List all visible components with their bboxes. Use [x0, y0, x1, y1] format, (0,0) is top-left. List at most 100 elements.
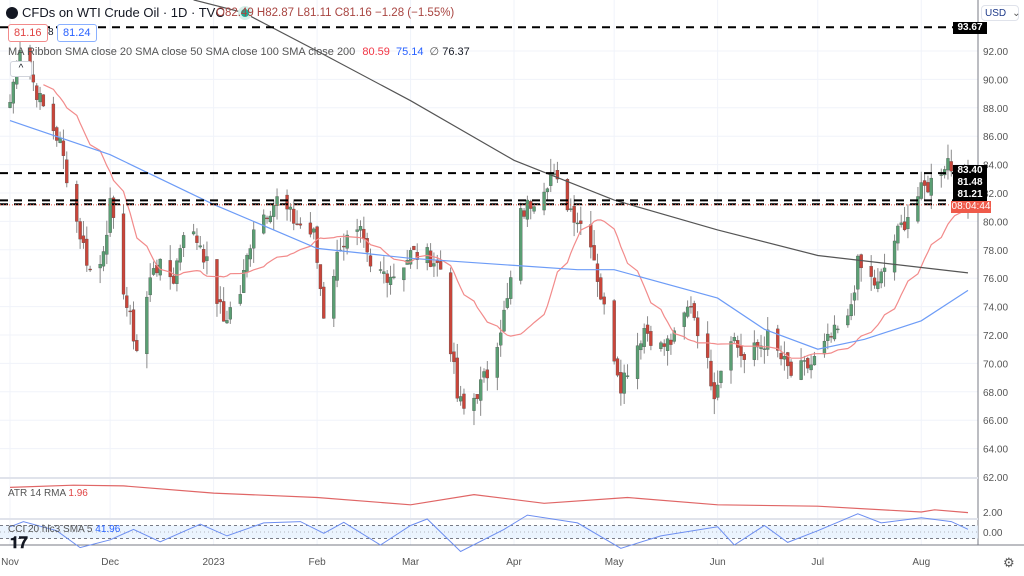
candle-body [482, 371, 486, 378]
candle [849, 293, 853, 321]
candle-body [709, 360, 713, 387]
candle-body [408, 250, 413, 265]
candle [218, 286, 222, 314]
candle-body [298, 223, 303, 226]
candle [385, 270, 389, 298]
candle-body [205, 256, 209, 261]
candle [448, 267, 453, 362]
candle [85, 226, 89, 272]
price-tick-label: 82.00 [983, 189, 1008, 200]
atr-label: ATR 14 RMA [8, 488, 66, 499]
candle-body [659, 342, 663, 349]
candle [462, 388, 466, 415]
collapse-legend-button[interactable]: ^ [10, 61, 32, 77]
candle [472, 393, 476, 426]
candle-body [412, 245, 416, 250]
candle [201, 244, 206, 269]
candle-body [388, 276, 393, 285]
candle [869, 255, 873, 291]
candle-body [345, 234, 349, 249]
candle-body [8, 102, 12, 108]
candle [191, 223, 196, 236]
candle [245, 253, 249, 278]
candle [415, 243, 419, 270]
candle [555, 161, 560, 183]
candle [509, 270, 513, 305]
tradingview-logo[interactable]: 𝟏𝟕 [10, 535, 28, 552]
candle [308, 212, 313, 238]
candle-body [151, 268, 156, 275]
candle-body [665, 338, 670, 351]
candle-body [856, 255, 860, 290]
candle-body [158, 258, 162, 276]
candle-body [201, 249, 206, 263]
candle [622, 364, 626, 405]
candle [922, 172, 927, 201]
candle-body [929, 177, 933, 196]
candle [859, 253, 863, 282]
candle [412, 245, 416, 251]
candle [479, 366, 483, 416]
candle-body [876, 281, 880, 289]
candle [685, 300, 690, 319]
ma-ribbon-legend[interactable]: MA Ribbon SMA close 20 SMA close 50 SMA … [8, 45, 470, 58]
candle-body [869, 266, 873, 277]
candle [879, 268, 883, 289]
candle [799, 348, 803, 381]
candle-body [218, 299, 222, 303]
sell-price-button[interactable]: 81.16 [8, 24, 48, 42]
candle [615, 356, 620, 378]
candle-body [125, 295, 129, 308]
candle [268, 210, 273, 224]
candle-body [739, 345, 743, 357]
symbol-legend[interactable]: CFDs on WTI Crude Oil · 1D · TVC [6, 5, 249, 20]
cci-legend[interactable]: CCI 20 hlc3 SMA 5 41.96 [8, 524, 120, 535]
candle-body [809, 364, 813, 371]
candle-body [612, 300, 616, 362]
candle-body [355, 229, 359, 232]
candle-body [225, 320, 229, 324]
candle-body [812, 356, 817, 366]
candle [736, 335, 740, 358]
candle-body [135, 340, 139, 351]
candle-body [916, 196, 920, 222]
candle [322, 281, 326, 319]
candle-body [689, 306, 693, 308]
candle [128, 304, 132, 325]
candle-body [181, 235, 186, 248]
candle-body [288, 206, 293, 210]
oil-drop-icon [6, 6, 18, 19]
currency-selector[interactable]: USD ⌄ [981, 5, 1021, 21]
candle [705, 321, 710, 369]
candle [155, 259, 159, 277]
candle-body [826, 333, 830, 341]
time-axis-label: Nov [1, 557, 19, 568]
candle [529, 199, 533, 220]
candle-body [105, 234, 109, 255]
candle [368, 248, 373, 273]
candle [602, 292, 606, 315]
candle [252, 221, 256, 263]
settings-gear-icon[interactable]: ⚙ [1003, 555, 1015, 570]
candle-body [669, 339, 673, 345]
candle [275, 188, 279, 220]
candle-body [849, 304, 853, 317]
price-tick-label: 72.00 [983, 331, 1008, 342]
symbol-title: CFDs on WTI Crude Oil · 1D · TVC [22, 5, 225, 20]
buy-price-button[interactable]: 81.24 [57, 24, 97, 42]
candle-body [462, 393, 466, 409]
candle [295, 210, 299, 226]
candle [105, 220, 109, 265]
candle-body [949, 161, 953, 172]
candle-body [295, 223, 299, 225]
candle-body [312, 228, 316, 233]
price-tick-label: 62.00 [983, 473, 1008, 484]
candle-body [275, 196, 279, 206]
sma100-value: ∅ [429, 46, 440, 58]
candle-body [365, 238, 369, 253]
bar-countdown: 08:04:44 [951, 201, 991, 213]
candle [482, 368, 486, 383]
candle-body [732, 337, 736, 342]
atr-legend[interactable]: ATR 14 RMA 1.96 [8, 488, 88, 499]
